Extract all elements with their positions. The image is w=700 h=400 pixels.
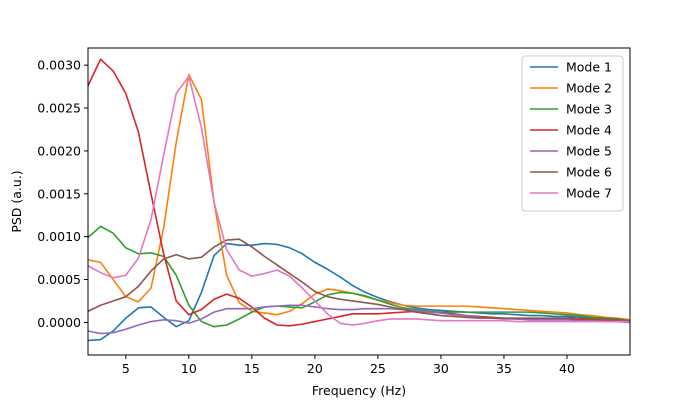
y-tick-label: 0.0020 bbox=[37, 143, 81, 158]
x-tick-label: 25 bbox=[370, 361, 386, 376]
y-tick-label: 0.0000 bbox=[37, 315, 81, 330]
series-line-mode-4 bbox=[88, 58, 630, 327]
x-tick-label: 15 bbox=[244, 361, 260, 376]
legend-label: Mode 5 bbox=[566, 144, 612, 159]
series-layer bbox=[88, 58, 630, 342]
x-tick-label: 30 bbox=[433, 361, 449, 376]
legend-label: Mode 4 bbox=[566, 123, 612, 138]
legend: Mode 1 Mode 2 Mode 3 Mode 4 Mode 5 Mode 6 Mode… bbox=[521, 55, 624, 212]
legend-label: Mode 6 bbox=[566, 165, 612, 180]
y-tick-label: 0.0010 bbox=[37, 229, 81, 244]
y-tick-label: 0.0025 bbox=[37, 101, 81, 116]
x-axis-ticks: 5 10 15 20 25 30 35 40 bbox=[122, 355, 575, 376]
x-tick-label: 5 bbox=[122, 361, 130, 376]
legend-label: Mode 1 bbox=[566, 60, 612, 75]
y-axis-label: PSD (a.u.) bbox=[9, 170, 24, 232]
y-tick-label: 0.0030 bbox=[37, 58, 81, 73]
legend-label: Mode 2 bbox=[566, 81, 612, 96]
series-line-mode-1 bbox=[88, 242, 630, 342]
series-line-mode-7 bbox=[88, 75, 630, 326]
plot-frame bbox=[87, 47, 631, 356]
series-line-mode-3 bbox=[88, 225, 630, 328]
x-tick-label: 10 bbox=[181, 361, 197, 376]
x-tick-label: 35 bbox=[496, 361, 512, 376]
x-tick-label: 20 bbox=[307, 361, 323, 376]
y-tick-label: 0.0015 bbox=[37, 186, 81, 201]
y-tick-label: 0.0005 bbox=[37, 272, 81, 287]
legend-label: Mode 7 bbox=[566, 186, 612, 201]
y-axis-ticks: 0.0000 0.0005 0.0010 0.0015 0.0020 0.0025 0.00… bbox=[37, 58, 88, 330]
x-tick-label: 40 bbox=[559, 361, 575, 376]
legend-label: Mode 3 bbox=[566, 102, 612, 117]
series-line-mode-6 bbox=[88, 238, 630, 322]
series-line-mode-5 bbox=[88, 304, 630, 335]
x-axis-label: Frequency (Hz) bbox=[312, 383, 406, 398]
